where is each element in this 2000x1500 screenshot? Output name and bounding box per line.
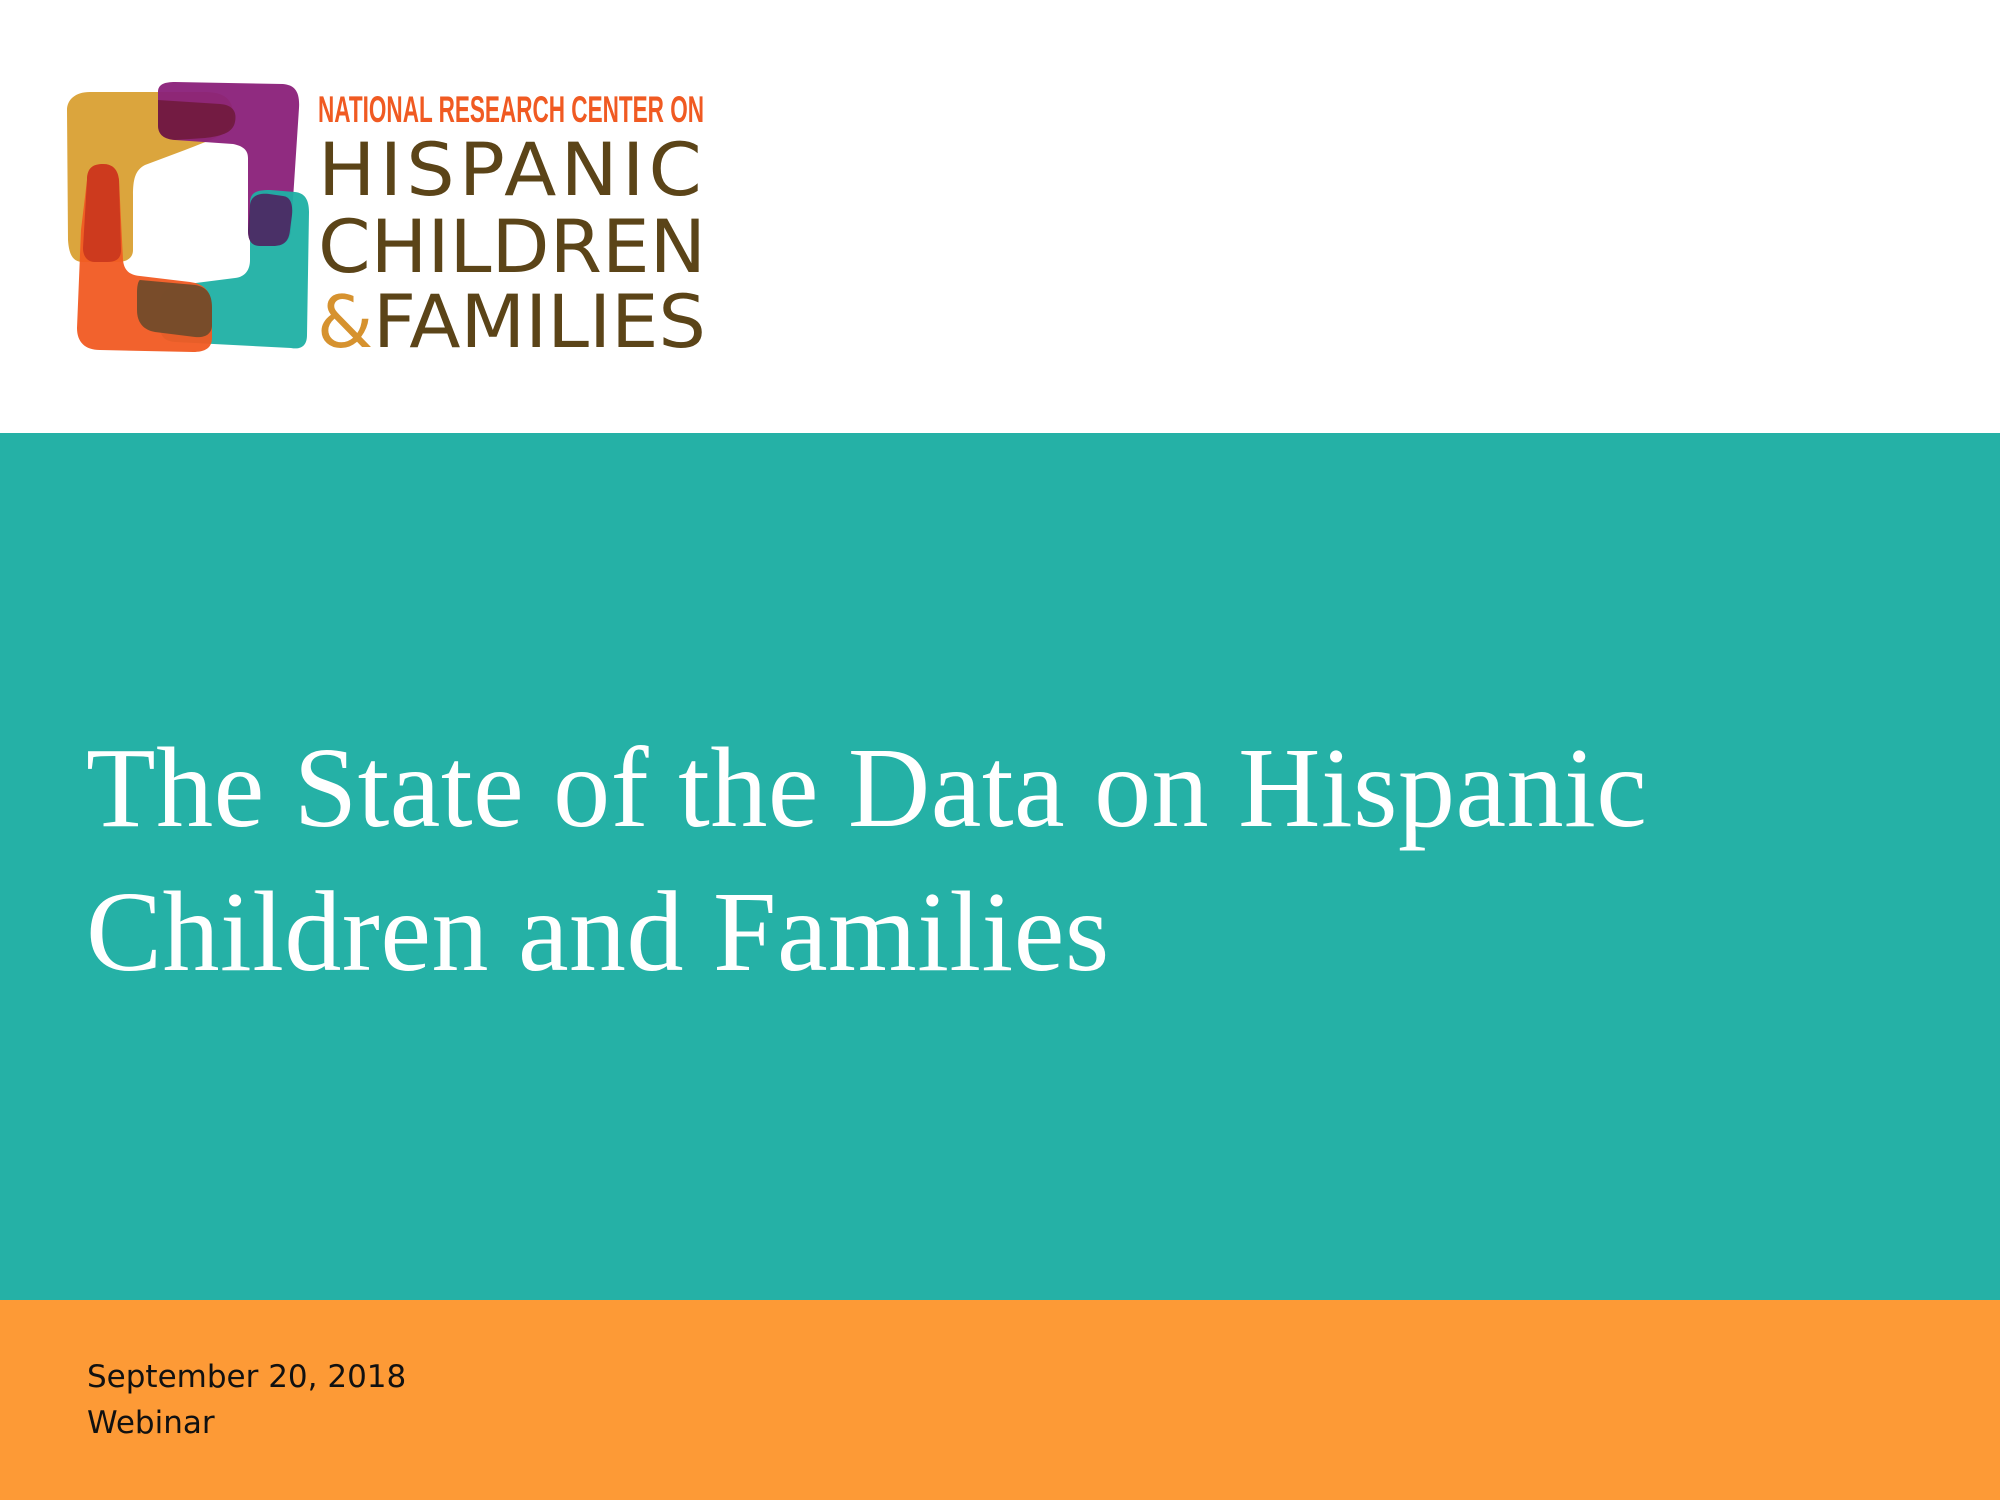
header: NATIONAL RESEARCH CENTER ON HISPANIC CHI… — [0, 0, 2000, 433]
event-details: September 20, 2018 Webinar — [87, 1354, 406, 1446]
title-line-2: Children and Families — [86, 868, 1110, 995]
logo-line-children: CHILDREN — [318, 205, 706, 290]
logo-mark-icon — [67, 82, 309, 352]
footer-band — [0, 1300, 2000, 1500]
event-type: Webinar — [87, 1405, 215, 1441]
logo-ampersand: & — [317, 280, 373, 364]
event-date: September 20, 2018 — [87, 1359, 407, 1395]
presentation-title: The State of the Data on Hispanic Childr… — [86, 716, 1647, 1004]
logo-line-hispanic: HISPANIC — [318, 128, 706, 213]
logo-org-prefix: NATIONAL RESEARCH CENTER ON — [318, 89, 704, 130]
organization-logo: NATIONAL RESEARCH CENTER ON HISPANIC CHI… — [55, 80, 735, 365]
logo-line-families: FAMILIES — [373, 280, 706, 365]
title-band — [0, 433, 2000, 1300]
title-line-1: The State of the Data on Hispanic — [86, 724, 1648, 851]
